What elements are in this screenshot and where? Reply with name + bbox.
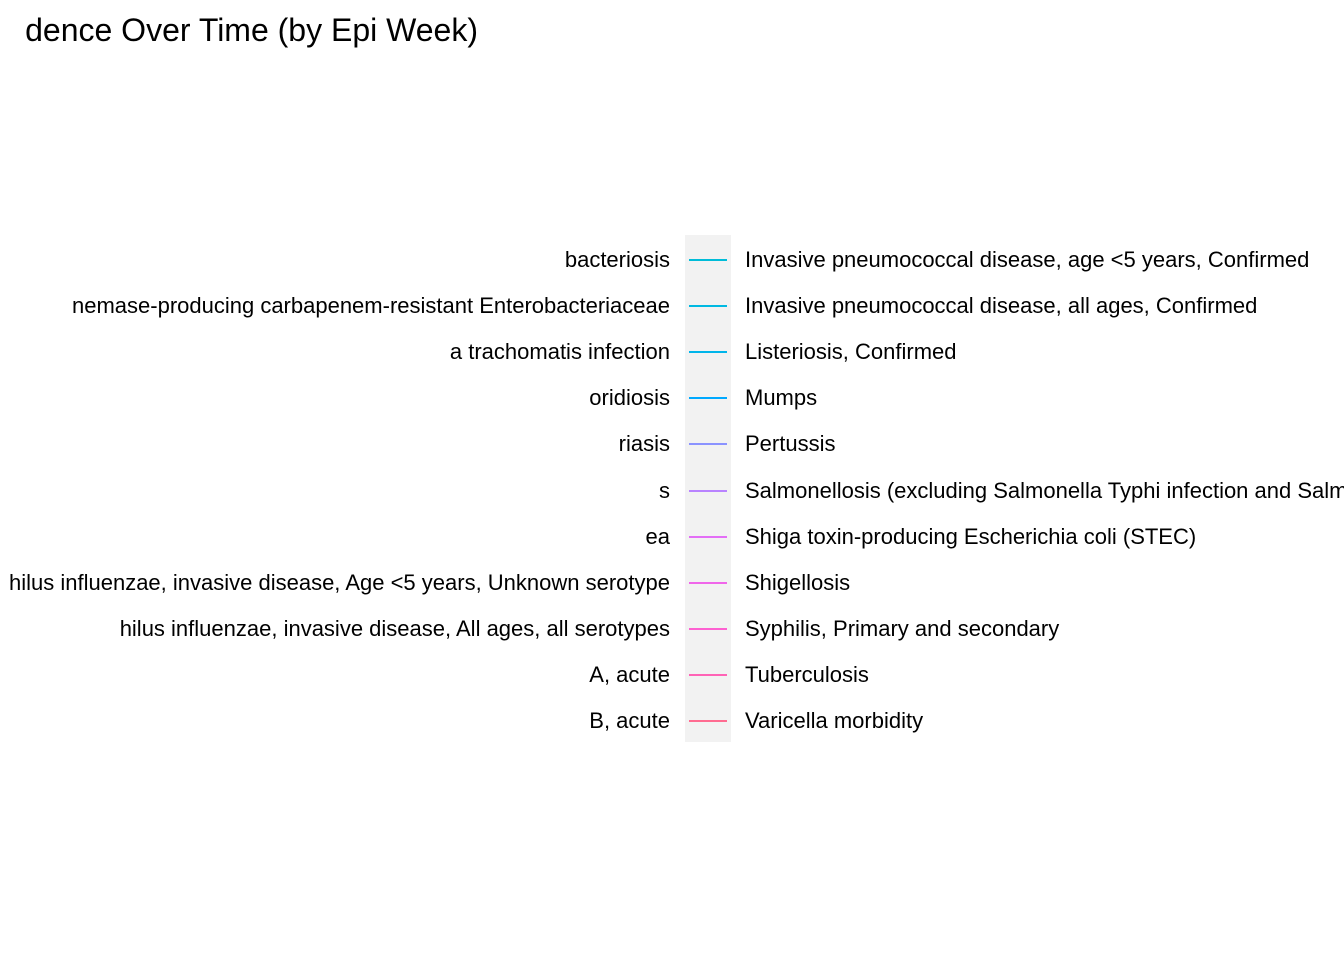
legend-key-line: [689, 581, 727, 584]
legend-label-left: B, acute: [589, 708, 670, 733]
legend-key-line: [689, 259, 727, 261]
legend-label-left: hilus influenzae, invasive disease, All …: [119, 615, 670, 641]
legend-label-left: bacteriosis: [564, 247, 670, 272]
legend-key: [689, 237, 727, 283]
legend-key: [689, 698, 727, 744]
legend-label-left: nemase-producing carbapenem-resistant En…: [71, 293, 670, 319]
legend-key-line: [689, 673, 727, 676]
legend-label-right: Shigellosis: [745, 569, 851, 595]
legend-label-left: s: [659, 477, 670, 503]
legend-label-right: Mumps: [745, 385, 818, 411]
legend-key-line: [689, 627, 727, 630]
legend-key-line: [689, 535, 727, 538]
legend-key: [689, 560, 727, 606]
legend-key: [689, 652, 727, 698]
legend-key-panel: [685, 235, 731, 742]
legend-label-left: hilus influenzae, invasive disease, Age …: [9, 569, 670, 595]
legend-key-line: [689, 397, 727, 400]
legend-key-line: [689, 720, 727, 722]
legend-label-left: oridiosis: [589, 385, 670, 411]
legend-key-line: [689, 489, 727, 492]
legend-key-line: [689, 305, 727, 308]
legend-key: [689, 421, 727, 467]
legend-label-right: Invasive pneumococcal disease, age <5 ye…: [745, 247, 1310, 272]
legend-label-right: Invasive pneumococcal disease, all ages,…: [745, 293, 1258, 319]
legend-key-line: [689, 351, 727, 354]
legend-label-right: Salmonellosis (excluding Salmonella Typh…: [745, 477, 1344, 503]
legend-key: [689, 329, 727, 375]
legend-label-right: Listeriosis, Confirmed: [745, 339, 957, 365]
legend-key: [689, 514, 727, 560]
legend-label-left: a trachomatis infection: [449, 339, 670, 365]
legend-label-left: A, acute: [589, 661, 670, 687]
legend-key-line: [689, 443, 727, 446]
legend-label-right: Varicella morbidity: [745, 708, 924, 733]
legend-label-left: riasis: [618, 431, 670, 457]
legend-key: [689, 375, 727, 421]
legend-label-left: ea: [645, 523, 670, 549]
chart-title: dence Over Time (by Epi Week): [25, 12, 478, 48]
legend-label-right: Shiga toxin-producing Escherichia coli (…: [745, 523, 1197, 549]
legend-label-right: Syphilis, Primary and secondary: [745, 615, 1060, 641]
legend-label-right: Tuberculosis: [745, 661, 869, 687]
legend-key: [689, 283, 727, 329]
legend-label-right: Pertussis: [745, 431, 836, 457]
legend-key: [689, 468, 727, 514]
legend-key: [689, 606, 727, 652]
